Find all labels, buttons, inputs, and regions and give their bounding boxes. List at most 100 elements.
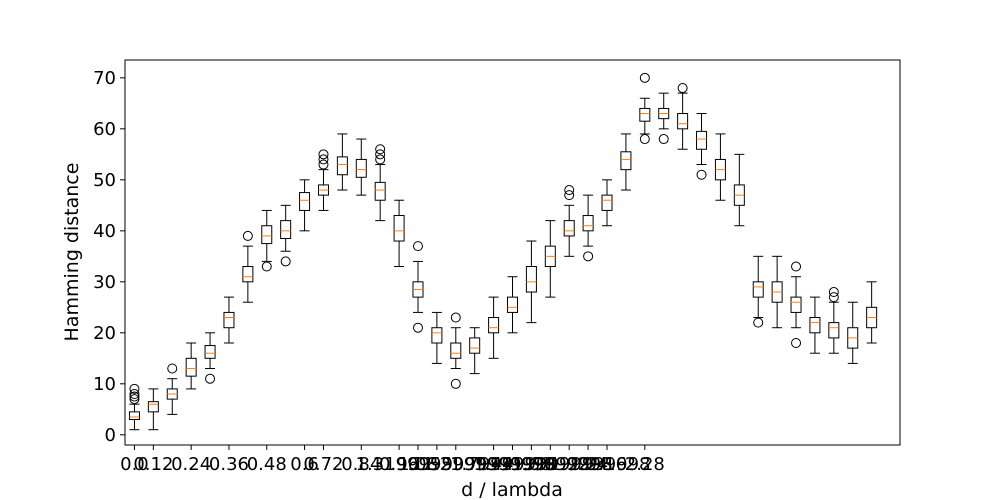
outlier-point: [280, 256, 291, 267]
box-iqr: [488, 317, 500, 334]
outlier-point: [129, 394, 140, 405]
box-iqr: [620, 151, 632, 171]
x-tick-label: 0.72: [303, 454, 343, 475]
plot-area: [128, 72, 878, 431]
x-tick-label: 2.28: [625, 454, 665, 475]
box-4: [185, 342, 197, 390]
box-iqr: [393, 215, 405, 242]
box-12: [336, 133, 348, 191]
outlier-point: [129, 389, 140, 400]
box-iqr: [450, 342, 462, 359]
box-3: [166, 363, 178, 415]
box-10: [299, 179, 311, 232]
box-26: [601, 179, 613, 227]
box-iqr: [790, 296, 802, 313]
box-13: [355, 138, 367, 196]
box-36: [790, 261, 802, 349]
outlier-point: [828, 287, 839, 298]
box-33: [733, 153, 745, 227]
box-30: [677, 83, 689, 150]
outlier-point: [318, 149, 329, 160]
box-iqr: [563, 220, 575, 237]
box-7: [242, 230, 254, 303]
box-2: [147, 388, 159, 431]
x-tick-label: 1.5599999999999998: [412, 454, 612, 475]
x-tick-label: 1.92: [549, 454, 589, 475]
outlier-point: [791, 338, 802, 349]
outlier-point: [375, 154, 386, 165]
box-iqr: [469, 337, 481, 354]
outlier-point: [375, 144, 386, 155]
box-15: [393, 199, 405, 268]
box-18: [450, 312, 462, 389]
outlier-point: [658, 134, 669, 145]
x-tick-label: 1.68: [511, 454, 551, 475]
box-8: [261, 209, 273, 272]
x-tick-label: 1.08: [398, 454, 438, 475]
box-iqr: [223, 311, 235, 329]
y-axis-label: Hamming distance: [61, 163, 83, 342]
y-tick-label: 0: [105, 425, 116, 446]
box-iqr: [185, 357, 197, 377]
outlier-point: [564, 185, 575, 196]
box-31: [696, 113, 708, 180]
box-37: [809, 296, 821, 354]
x-tick-label: 1.3199999999999998: [356, 454, 556, 475]
box-17: [431, 311, 443, 364]
box-16: [412, 241, 424, 333]
outlier-point: [375, 149, 386, 160]
outlier-point: [318, 154, 329, 165]
box-25: [582, 194, 594, 262]
plot-frame: [124, 59, 901, 446]
box-iqr: [280, 220, 292, 239]
x-tick-label: 1.2: [423, 454, 452, 475]
box-34: [752, 255, 764, 328]
outlier-point: [639, 134, 650, 145]
outlier-point: [318, 159, 329, 170]
x-tick-label: 2.16: [587, 454, 627, 475]
outlier-point: [450, 312, 461, 323]
x-tick-label: 0.48: [247, 454, 287, 475]
outlier-point: [639, 72, 650, 83]
outlier-point: [412, 241, 423, 252]
box-iqr: [677, 113, 689, 130]
box-iqr: [299, 192, 311, 211]
x-axis: 0.00.120.240.360.48 0.60.720.840.961.081.…: [120, 445, 665, 475]
outlier-point: [412, 322, 423, 333]
box-1: [128, 383, 140, 431]
box-21: [507, 276, 518, 334]
x-tick-label: 1.44: [474, 454, 514, 475]
outlier-point: [677, 83, 688, 94]
box-iqr: [374, 181, 386, 201]
x-tick-label: 0.96: [379, 454, 419, 475]
y-tick-label: 50: [93, 170, 116, 191]
box-iqr: [261, 225, 273, 245]
box-32: [714, 133, 726, 201]
box-19: [469, 327, 481, 375]
box-40: [866, 281, 878, 344]
box-iqr: [147, 401, 159, 413]
outlier-point: [167, 363, 178, 374]
box-23: [544, 220, 556, 298]
x-tick-label: 0.12: [133, 454, 173, 475]
outlier-point: [129, 383, 140, 394]
y-tick-label: 30: [93, 272, 116, 293]
box-iqr: [828, 322, 840, 339]
outlier-point: [564, 190, 575, 201]
box-iqr: [752, 281, 764, 298]
box-iqr: [639, 107, 651, 122]
box-iqr: [507, 296, 518, 313]
x-tick-label: 0.84: [341, 454, 381, 475]
x-tick-label: 0.6: [290, 454, 319, 475]
outlier-point: [242, 230, 253, 241]
x-tick-label: 2.04: [568, 454, 608, 475]
outlier-point: [450, 378, 461, 389]
box-6: [223, 296, 235, 344]
box-11: [317, 149, 329, 211]
x-tick-label: 0.36: [209, 454, 249, 475]
box-iqr: [242, 266, 254, 283]
box-iqr: [601, 194, 613, 211]
box-35: [771, 255, 783, 329]
box-38: [828, 287, 840, 354]
